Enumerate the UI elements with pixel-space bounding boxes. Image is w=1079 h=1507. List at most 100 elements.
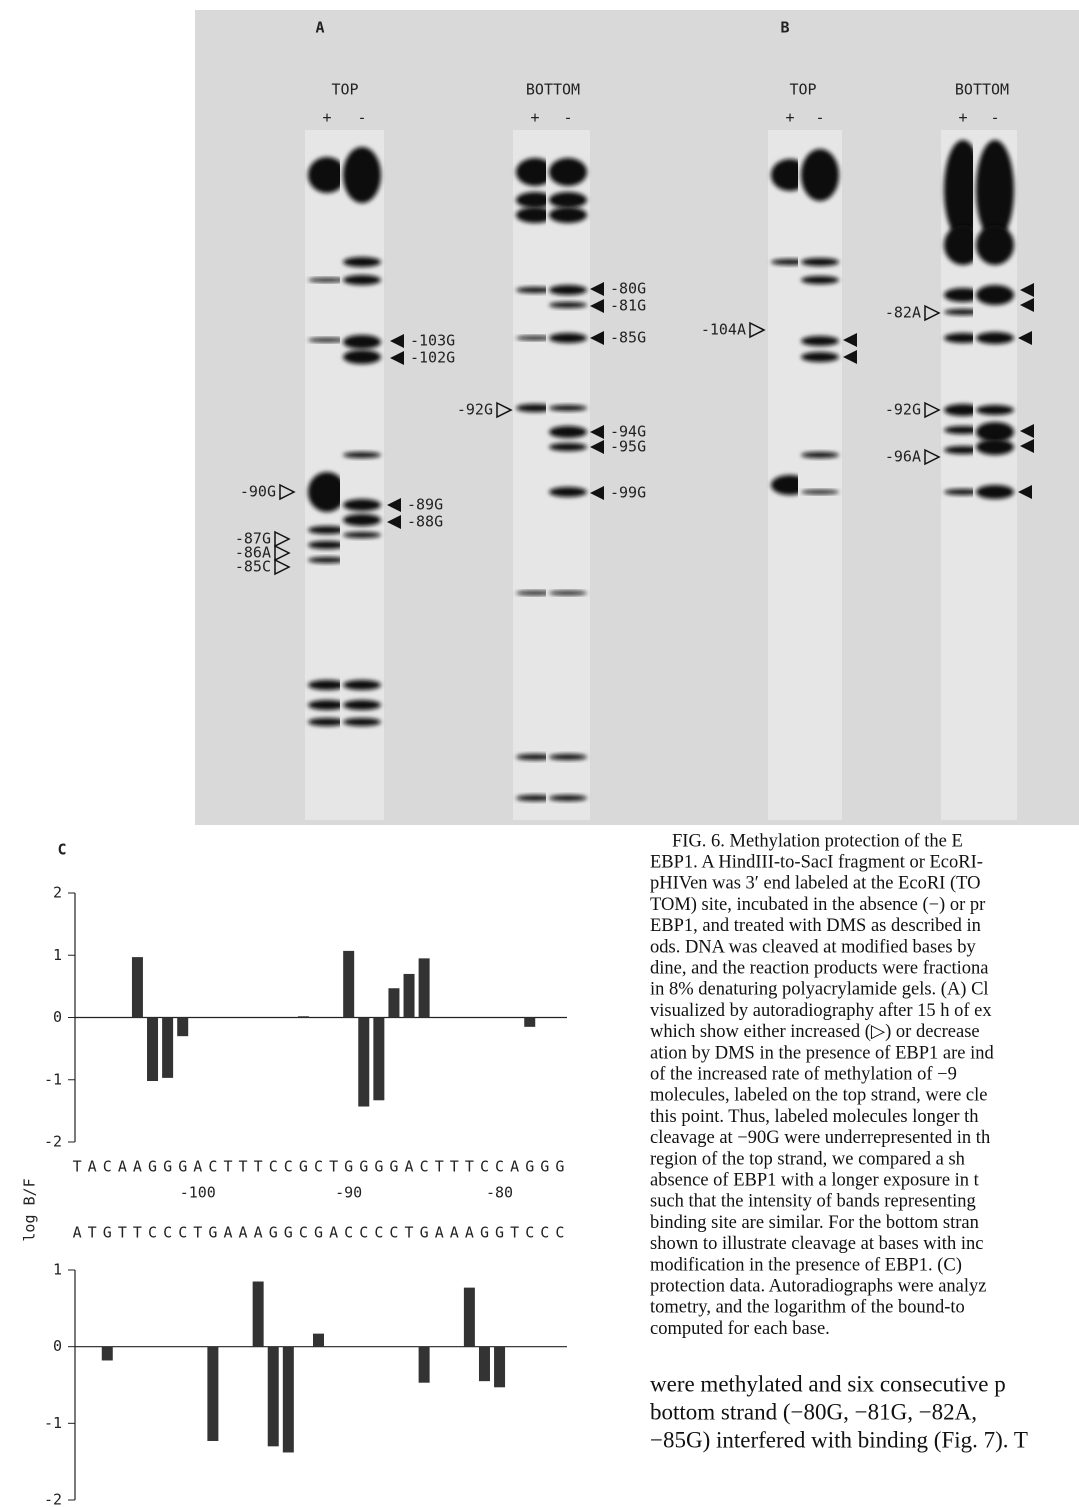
- sequence-base: G: [420, 1224, 429, 1242]
- band-label: -85G: [610, 329, 646, 347]
- caption-line: modification in the presence of EBP1. (C…: [650, 1255, 962, 1275]
- gel-lane: [340, 130, 384, 820]
- gel-band: [976, 405, 1014, 415]
- bar: [343, 951, 354, 1018]
- band-label: -81G: [610, 297, 646, 315]
- caption-line: which show either increased (▷) or decre…: [650, 1022, 980, 1042]
- sequence-base: G: [284, 1224, 293, 1242]
- bar: [132, 957, 143, 1017]
- band-label: -90G: [240, 483, 276, 501]
- gel-band: [801, 149, 839, 201]
- sequence-base: G: [103, 1224, 112, 1242]
- band-label: -103G: [410, 332, 455, 350]
- band-label: -104A: [701, 321, 746, 339]
- caption-line: molecules, labeled on the top strand, we…: [650, 1086, 988, 1106]
- sequence-base: A: [193, 1158, 202, 1176]
- sequence-base: T: [73, 1158, 82, 1176]
- sequence-base: C: [314, 1158, 323, 1176]
- bar: [102, 1347, 113, 1361]
- band-label: -89G: [407, 496, 443, 514]
- gel-band: [343, 350, 381, 364]
- sequence-base: A: [405, 1158, 414, 1176]
- sequence-base: G: [389, 1158, 398, 1176]
- caption-line: EBP1, and treated with DMS as described …: [650, 916, 981, 936]
- gel-band: [343, 452, 381, 458]
- caption-line: of the increased rate of methylation of …: [650, 1064, 957, 1084]
- band-label: -96A: [885, 448, 921, 466]
- sequence-base: C: [389, 1224, 398, 1242]
- sequence-base: C: [269, 1158, 278, 1176]
- sequence-base: C: [555, 1224, 564, 1242]
- band-label: -85C: [235, 558, 271, 576]
- band-label: -102G: [410, 349, 455, 367]
- caption-line: FIG. 6. Methylation protection of the E: [672, 831, 963, 851]
- gel-band: [343, 514, 381, 526]
- bar: [268, 1347, 279, 1447]
- lane-sign: +: [785, 109, 794, 127]
- sequence-base: C: [148, 1224, 157, 1242]
- gel-band: [801, 352, 839, 362]
- bar: [177, 1018, 188, 1037]
- y-axis-label: log B/F: [21, 1178, 39, 1241]
- sequence-base: C: [495, 1158, 504, 1176]
- gel-band: [343, 275, 381, 285]
- sequence-base: T: [118, 1224, 127, 1242]
- caption-line: in 8% denaturing polyacrylamide gels. (A…: [650, 980, 989, 1000]
- band-label: -92G: [885, 401, 921, 419]
- lane-sign: +: [530, 109, 539, 127]
- y-tick-label: -2: [44, 1491, 62, 1507]
- body-line: were methylated and six consecutive p: [650, 1371, 1006, 1396]
- gel-band: [549, 795, 587, 801]
- bar: [479, 1347, 490, 1382]
- sequence-base: A: [88, 1158, 97, 1176]
- sequence-base: C: [103, 1158, 112, 1176]
- y-tick-label: -1: [44, 1070, 62, 1088]
- bar: [283, 1347, 294, 1453]
- caption-line: this point. Thus, labeled molecules long…: [650, 1107, 979, 1127]
- caption-line: computed for each base.: [650, 1319, 830, 1339]
- body-line: −85G) interfered with binding (Fig. 7). …: [650, 1427, 1028, 1452]
- panel-label: C: [57, 841, 66, 859]
- sequence-base: A: [329, 1224, 338, 1242]
- sequence-base: A: [118, 1158, 127, 1176]
- sequence-base: G: [344, 1158, 353, 1176]
- x-tick-label: -90: [335, 1184, 362, 1202]
- gel-band: [343, 700, 381, 710]
- sequence-base: T: [193, 1224, 202, 1242]
- panel-label: B: [780, 19, 789, 37]
- sequence-base: C: [420, 1158, 429, 1176]
- lane-heading: BOTTOM: [526, 81, 580, 99]
- gel-band: [549, 443, 587, 451]
- figure: -2-1012-100-90-80TACAAGGGACTTTCCGCTGGGGA…: [0, 0, 1079, 1507]
- gel-band: [549, 591, 587, 595]
- caption-line: absence of EBP1 with a longer exposure i…: [650, 1170, 980, 1190]
- sequence-base: C: [480, 1158, 489, 1176]
- gel-band: [549, 405, 587, 411]
- sequence-base: A: [450, 1224, 459, 1242]
- bar: [494, 1347, 505, 1388]
- caption-line: shown to illustrate cleavage at bases wi…: [650, 1234, 983, 1254]
- gel-band: [549, 207, 587, 223]
- sequence-base: T: [329, 1158, 338, 1176]
- gel-band: [549, 158, 587, 186]
- lane-heading: TOP: [789, 81, 816, 99]
- lane-sign: -: [357, 109, 366, 127]
- sequence-base: G: [208, 1224, 217, 1242]
- gel-band: [343, 147, 381, 203]
- band-label: -95G: [610, 438, 646, 456]
- sequence-base: T: [254, 1158, 263, 1176]
- gel-band: [343, 718, 381, 726]
- bar: [524, 1018, 535, 1027]
- sequence-base: G: [148, 1158, 157, 1176]
- caption-line: ods. DNA was cleaved at modified bases b…: [650, 937, 976, 957]
- sequence-base: C: [344, 1224, 353, 1242]
- sequence-base: C: [178, 1224, 187, 1242]
- sequence-base: G: [555, 1158, 564, 1176]
- caption-line: cleavage at −90G were underrepresented i…: [650, 1128, 990, 1148]
- sequence-base: A: [133, 1158, 142, 1176]
- caption-line: binding site are similar. For the bottom…: [650, 1213, 979, 1233]
- gel-band: [343, 532, 381, 538]
- bar: [162, 1018, 173, 1078]
- gel-band: [549, 426, 587, 438]
- sequence-base: C: [208, 1158, 217, 1176]
